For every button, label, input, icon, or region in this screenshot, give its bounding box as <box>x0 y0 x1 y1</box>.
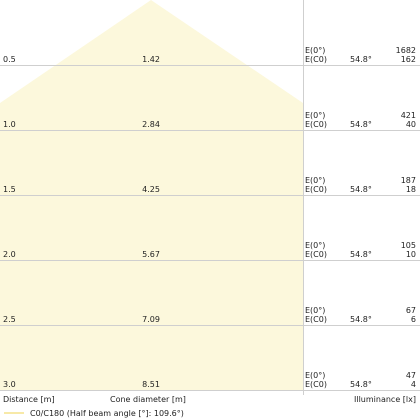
cone-diameter-axis-label: Cone diameter [m] <box>110 395 186 404</box>
ec0-value: 10 <box>406 250 416 259</box>
e0-value: 187 <box>401 176 416 185</box>
legend-label: C0/C180 (Half beam angle [°]: 109.6°) <box>30 409 184 418</box>
angle-label: 54.8° <box>350 380 372 389</box>
cone-diameter-label: 7.09 <box>142 315 160 324</box>
ec0-label: E(C0) <box>305 185 327 194</box>
distance-label: 1.0 <box>3 120 16 129</box>
e0-value: 1682 <box>396 46 416 55</box>
e0-value: 105 <box>401 241 416 250</box>
illuminance-axis-label: Illuminance [lx] <box>354 395 416 404</box>
cone-diameter-label: 1.42 <box>142 55 160 64</box>
distance-label: 2.5 <box>3 315 16 324</box>
angle-label: 54.8° <box>350 185 372 194</box>
ec0-value: 40 <box>406 120 416 129</box>
e0-value: 47 <box>406 371 416 380</box>
angle-label: 54.8° <box>350 55 372 64</box>
ec0-value: 6 <box>411 315 416 324</box>
e0-label: E(0°) <box>305 241 325 250</box>
distance-label: 2.0 <box>3 250 16 259</box>
ec0-label: E(C0) <box>305 55 327 64</box>
distance-label: 0.5 <box>3 55 16 64</box>
ec0-value: 18 <box>406 185 416 194</box>
ec0-value: 162 <box>401 55 416 64</box>
angle-label: 54.8° <box>350 250 372 259</box>
angle-label: 54.8° <box>350 315 372 324</box>
cone-diameter-label: 4.25 <box>142 185 160 194</box>
e0-label: E(0°) <box>305 371 325 380</box>
angle-label: 54.8° <box>350 120 372 129</box>
grid-lines <box>0 0 420 395</box>
cone-diameter-label: 8.51 <box>142 380 160 389</box>
e0-label: E(0°) <box>305 306 325 315</box>
e0-value: 67 <box>406 306 416 315</box>
ec0-label: E(C0) <box>305 120 327 129</box>
ec0-value: 4 <box>411 380 416 389</box>
ec0-label: E(C0) <box>305 315 327 324</box>
ec0-label: E(C0) <box>305 250 327 259</box>
distance-axis-label: Distance [m] <box>3 395 55 404</box>
cone-diameter-label: 2.84 <box>142 120 160 129</box>
e0-label: E(0°) <box>305 46 325 55</box>
e0-label: E(0°) <box>305 111 325 120</box>
distance-label: 3.0 <box>3 380 16 389</box>
e0-label: E(0°) <box>305 176 325 185</box>
e0-value: 421 <box>401 111 416 120</box>
distance-label: 1.5 <box>3 185 16 194</box>
cone-diameter-label: 5.67 <box>142 250 160 259</box>
ec0-label: E(C0) <box>305 380 327 389</box>
